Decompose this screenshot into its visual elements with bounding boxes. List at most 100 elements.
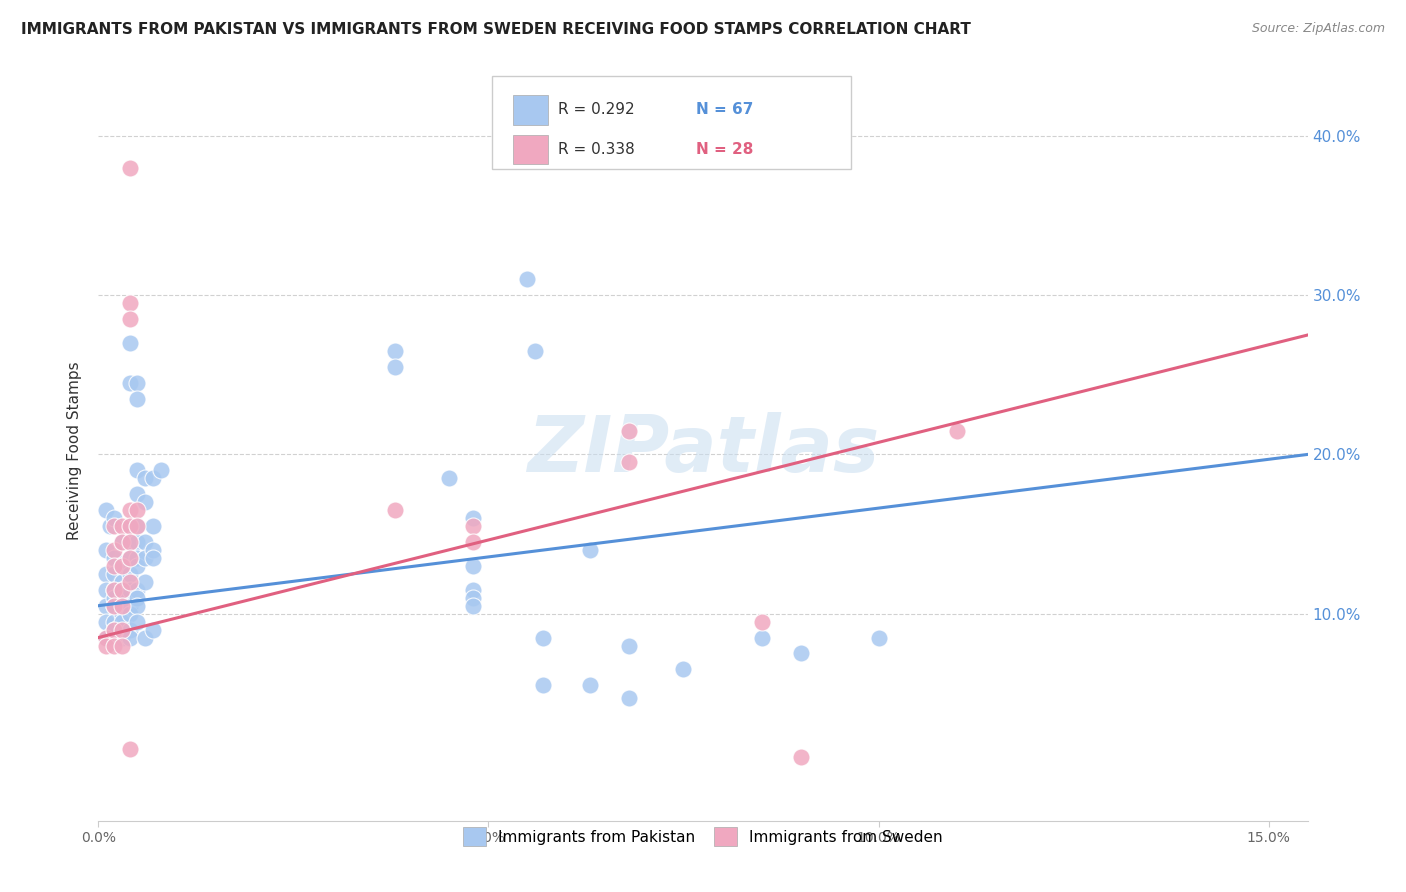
Point xyxy=(127,615,149,629)
Point xyxy=(118,599,141,613)
Text: N = 28: N = 28 xyxy=(696,142,754,157)
Point xyxy=(111,558,134,573)
Text: N = 67: N = 67 xyxy=(696,103,754,118)
Point xyxy=(118,503,141,517)
Point xyxy=(945,424,967,438)
Point xyxy=(127,599,149,613)
Point xyxy=(461,591,484,605)
Point xyxy=(103,566,125,581)
Point xyxy=(96,543,118,558)
Point xyxy=(103,599,125,613)
Point xyxy=(118,631,141,645)
Point xyxy=(103,582,125,597)
Point xyxy=(103,639,125,653)
Point xyxy=(461,511,484,525)
Point xyxy=(868,631,890,645)
Point xyxy=(111,639,134,653)
Point xyxy=(118,566,141,581)
Legend: Immigrants from Pakistan, Immigrants from Sweden: Immigrants from Pakistan, Immigrants fro… xyxy=(456,820,950,854)
Point xyxy=(118,535,141,549)
Point xyxy=(111,582,134,597)
Text: IMMIGRANTS FROM PAKISTAN VS IMMIGRANTS FROM SWEDEN RECEIVING FOOD STAMPS CORRELA: IMMIGRANTS FROM PAKISTAN VS IMMIGRANTS F… xyxy=(21,22,972,37)
Point xyxy=(118,519,141,533)
Point xyxy=(134,535,156,549)
Point xyxy=(103,615,125,629)
Point xyxy=(127,463,149,477)
Point xyxy=(103,591,125,605)
Point xyxy=(751,615,773,629)
Point xyxy=(118,607,141,621)
Point xyxy=(134,631,156,645)
Point xyxy=(672,662,695,676)
Point xyxy=(98,519,121,533)
Point xyxy=(461,599,484,613)
Point xyxy=(96,639,118,653)
FancyBboxPatch shape xyxy=(513,95,548,125)
Point xyxy=(96,503,118,517)
Text: ZIPatlas: ZIPatlas xyxy=(527,412,879,489)
Point xyxy=(579,543,602,558)
Point xyxy=(111,582,134,597)
Point xyxy=(111,519,134,533)
Point xyxy=(96,631,118,645)
Point xyxy=(118,742,141,756)
Point xyxy=(134,495,156,509)
Point xyxy=(461,582,484,597)
Point xyxy=(134,574,156,589)
Point xyxy=(103,599,125,613)
Point xyxy=(118,574,141,589)
Point xyxy=(127,535,149,549)
Point xyxy=(103,623,125,637)
Point xyxy=(127,582,149,597)
Point xyxy=(103,558,125,573)
Point xyxy=(96,615,118,629)
Point xyxy=(118,376,141,390)
Point xyxy=(142,519,165,533)
FancyBboxPatch shape xyxy=(492,76,851,169)
Point xyxy=(103,543,125,558)
Point xyxy=(127,376,149,390)
Point xyxy=(127,591,149,605)
Point xyxy=(111,623,134,637)
Point xyxy=(617,455,640,469)
Point xyxy=(384,343,406,358)
Point xyxy=(118,296,141,310)
Point xyxy=(461,519,484,533)
Point xyxy=(127,558,149,573)
Point xyxy=(461,535,484,549)
Point xyxy=(127,550,149,565)
Point xyxy=(789,750,811,764)
Text: R = 0.292: R = 0.292 xyxy=(558,103,650,118)
Text: R = 0.338: R = 0.338 xyxy=(558,142,650,157)
Point xyxy=(384,503,406,517)
Point xyxy=(111,607,134,621)
Point xyxy=(118,161,141,175)
Point xyxy=(579,678,602,692)
Point xyxy=(461,558,484,573)
Text: Source: ZipAtlas.com: Source: ZipAtlas.com xyxy=(1251,22,1385,36)
Y-axis label: Receiving Food Stamps: Receiving Food Stamps xyxy=(67,361,83,540)
Point xyxy=(118,582,141,597)
FancyBboxPatch shape xyxy=(513,135,548,164)
Point xyxy=(127,503,149,517)
Point xyxy=(103,511,125,525)
Point xyxy=(111,631,134,645)
Point xyxy=(142,471,165,485)
Point xyxy=(142,543,165,558)
Point xyxy=(111,535,134,549)
Point xyxy=(617,639,640,653)
Point xyxy=(111,615,134,629)
Point xyxy=(531,678,554,692)
Point xyxy=(127,519,149,533)
Point xyxy=(524,343,547,358)
Point xyxy=(118,550,141,565)
Point xyxy=(617,691,640,706)
Point xyxy=(149,463,172,477)
Point xyxy=(96,631,118,645)
Point xyxy=(118,535,141,549)
Point xyxy=(384,359,406,374)
Point xyxy=(751,631,773,645)
Point xyxy=(103,550,125,565)
Point xyxy=(516,272,538,286)
Point xyxy=(531,631,554,645)
